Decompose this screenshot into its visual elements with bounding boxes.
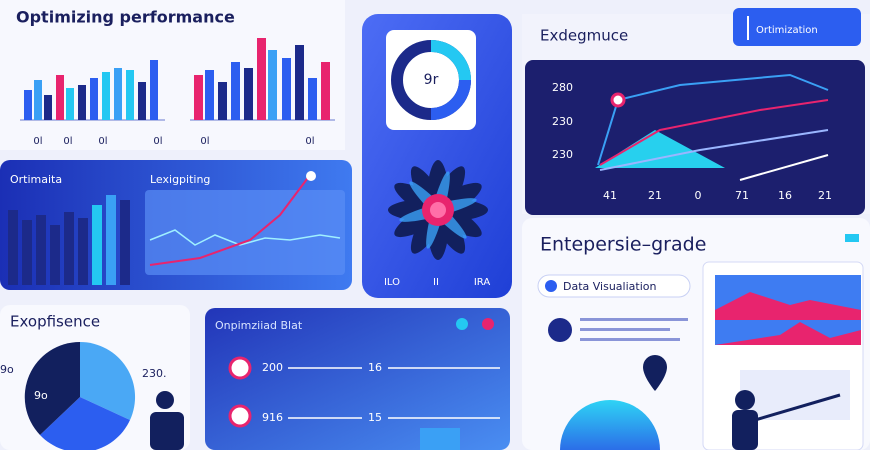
pill-dot <box>545 280 557 292</box>
pie-label: 9o <box>34 389 48 402</box>
row-lines <box>288 367 500 419</box>
bar-group <box>8 195 130 285</box>
title: Exopfisence <box>10 313 100 331</box>
row-value: 15 <box>368 411 382 424</box>
donut <box>560 400 660 450</box>
figure <box>735 390 755 410</box>
title: Optimizing performance <box>16 8 235 27</box>
figure <box>156 391 174 409</box>
x-label: 16 <box>778 189 792 202</box>
axis-label: 0l <box>98 136 107 147</box>
line <box>739 154 829 181</box>
bar-group <box>20 60 165 121</box>
row-value: 16 <box>368 361 382 374</box>
footer-label: ILO <box>384 277 400 288</box>
row-value: 916 <box>262 411 283 424</box>
chart-title: Lexigpiting <box>150 173 210 186</box>
title: Onpimziiad Blat <box>215 319 303 332</box>
row-icon <box>228 356 252 380</box>
pointer <box>754 393 841 422</box>
badge <box>733 8 861 46</box>
gauge-label: 9r <box>424 72 439 88</box>
area <box>715 322 861 345</box>
line <box>597 73 829 166</box>
line <box>149 174 311 266</box>
dot <box>482 318 494 330</box>
row-value: 200 <box>262 361 283 374</box>
marker <box>306 171 316 181</box>
chart-panel <box>145 190 345 275</box>
x-label: 71 <box>735 189 749 202</box>
y-label: 230 <box>552 148 573 161</box>
pie-label: 9o <box>0 363 14 376</box>
text-lines <box>548 318 688 342</box>
dot <box>456 318 468 330</box>
icon <box>845 234 859 242</box>
axis-label: 0l <box>305 136 314 147</box>
axis-label: 0l <box>33 136 42 147</box>
line <box>599 129 829 171</box>
badge-text: Ortimization <box>756 25 818 36</box>
pie <box>24 341 136 450</box>
sub-card <box>740 370 850 420</box>
line <box>149 229 341 246</box>
figure <box>150 412 184 450</box>
marker <box>610 92 626 108</box>
pill-text: Data Visualiation <box>563 280 656 293</box>
panel <box>205 308 510 450</box>
footer-label: IRA <box>474 277 490 288</box>
pie-label: 230. <box>142 367 167 380</box>
ring-arc <box>430 79 471 120</box>
y-label: 280 <box>552 81 573 94</box>
axis-label: 0l <box>200 136 209 147</box>
y-label: 230 <box>552 115 573 128</box>
x-label: 21 <box>818 189 832 202</box>
title: Ortimaita <box>10 173 62 186</box>
tablet <box>420 428 460 450</box>
chart-panel <box>525 60 865 215</box>
ring-arc <box>430 40 471 81</box>
x-label: 41 <box>603 189 617 202</box>
pill <box>537 274 691 298</box>
title: Exdegmuce <box>540 27 628 45</box>
area <box>595 130 725 168</box>
title: Entepersie–grade <box>540 234 706 256</box>
axis-label: 0l <box>153 136 162 147</box>
axis-label: 0l <box>63 136 72 147</box>
footer-label: II <box>433 277 439 288</box>
pin <box>643 355 667 391</box>
x-label: 0 <box>695 189 702 202</box>
flower <box>388 160 488 260</box>
row-icon <box>228 404 252 428</box>
line <box>599 99 829 166</box>
figure <box>732 410 758 450</box>
bar-group <box>190 38 335 121</box>
x-label: 21 <box>648 189 662 202</box>
area <box>715 292 861 320</box>
